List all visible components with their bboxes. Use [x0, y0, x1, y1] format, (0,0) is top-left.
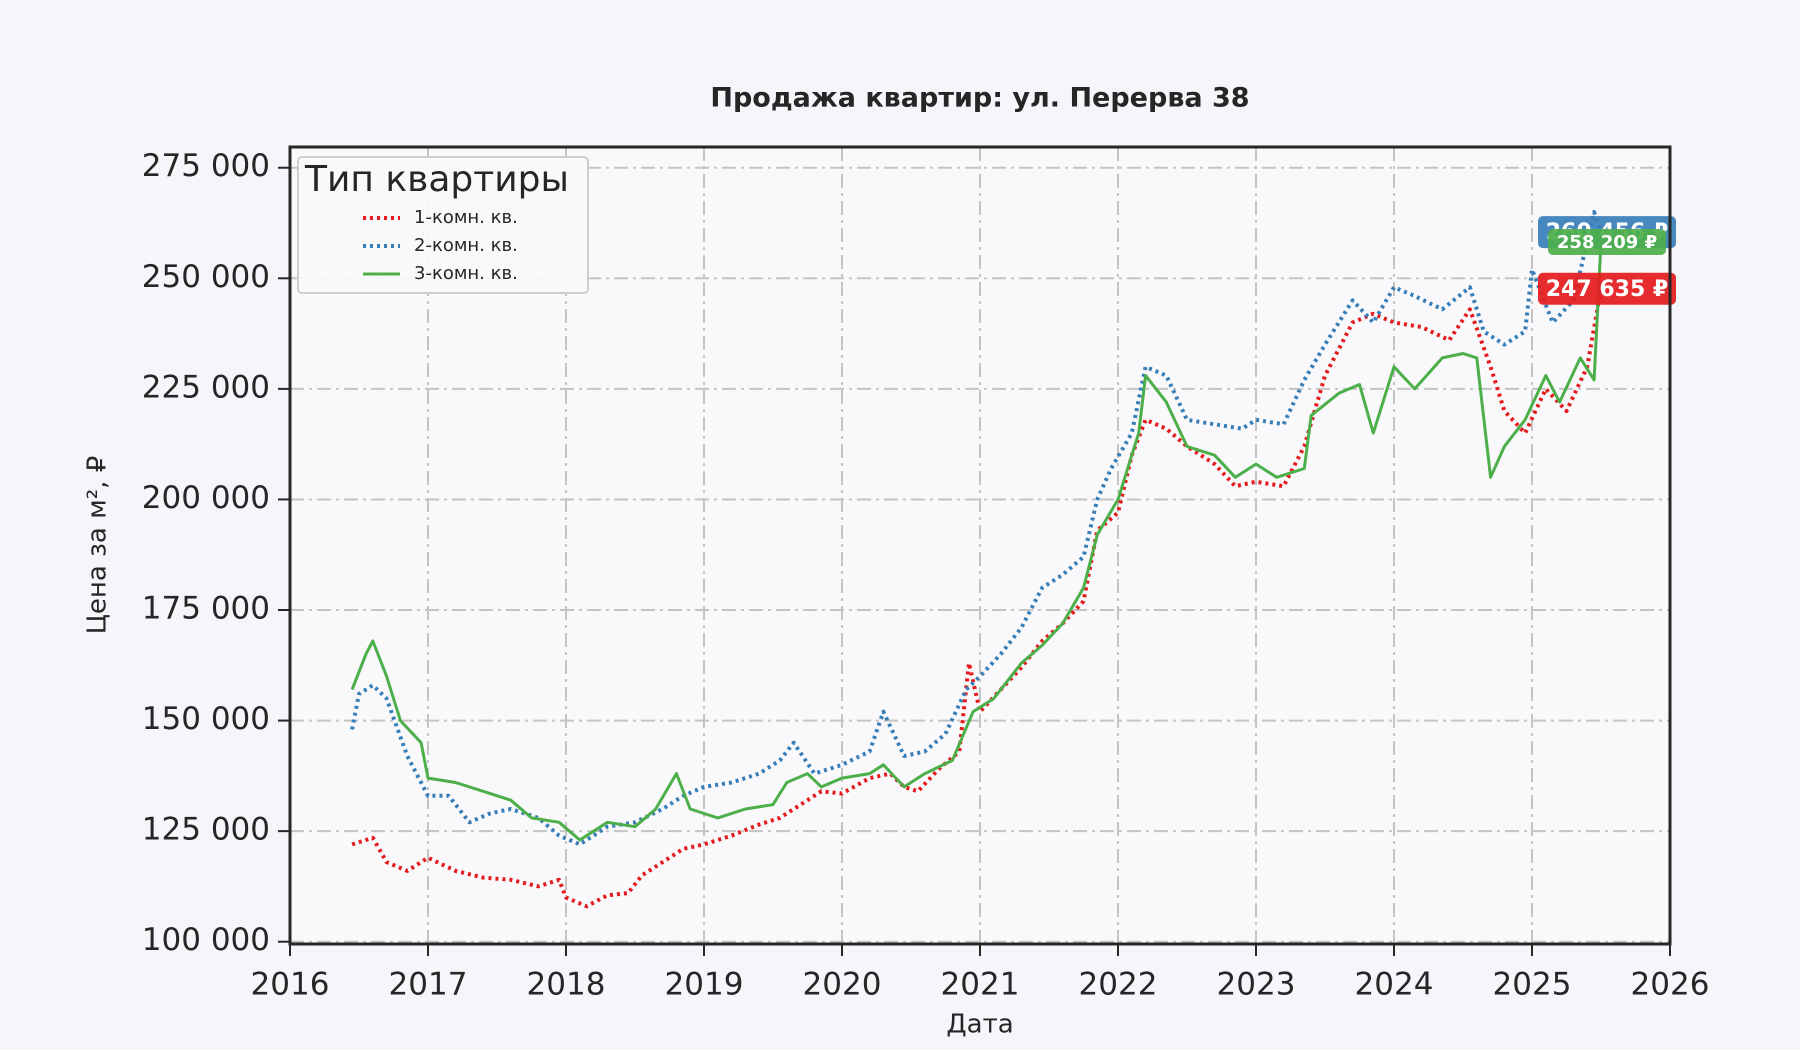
y-tick-label: 175 000: [142, 591, 270, 627]
value-label-box: [1538, 272, 1676, 305]
x-tick-label: 2023: [1217, 967, 1296, 1003]
y-tick-label: 200 000: [142, 480, 270, 516]
y-axis-label: Цена за м², ₽: [83, 456, 113, 635]
legend-label: 3-комн. кв.: [414, 263, 518, 284]
y-tick-label: 250 000: [142, 259, 270, 295]
legend-label: 1-комн. кв.: [414, 207, 518, 228]
data-line: [351, 288, 1603, 909]
x-tick-label: 2017: [389, 967, 468, 1003]
x-axis-label: Дата: [946, 1010, 1013, 1040]
y-tick-label: 275 000: [142, 148, 270, 184]
y-tick-label: 150 000: [142, 701, 270, 737]
y-tick-label: 125 000: [142, 812, 270, 848]
x-tick-label: 2016: [251, 967, 330, 1003]
data-line: [350, 241, 1603, 842]
y-tick-label: 225 000: [142, 369, 270, 405]
value-label: 247 635 ₽: [1546, 277, 1668, 302]
x-tick-label: 2025: [1493, 967, 1572, 1003]
x-tick-label: 2020: [803, 967, 882, 1003]
x-tick-label: 2024: [1355, 967, 1434, 1003]
value-label: 258 209 ₽: [1557, 232, 1657, 253]
legend-title: Тип квартиры: [304, 159, 569, 200]
x-tick-label: 2018: [527, 967, 606, 1003]
y-tick-label: 100 000: [142, 922, 270, 958]
x-tick-label: 2026: [1631, 967, 1710, 1003]
legend-label: 2-комн. кв.: [414, 235, 518, 256]
plot-frame: [288, 145, 1672, 946]
value-label-box: [1548, 229, 1666, 256]
x-tick-label: 2019: [665, 967, 744, 1003]
chart-title: Продажа квартир: ул. Перерва 38: [710, 83, 1249, 114]
x-tick-label: 2021: [941, 967, 1020, 1003]
legend-box: [297, 156, 589, 294]
x-tick-label: 2022: [1079, 967, 1158, 1003]
